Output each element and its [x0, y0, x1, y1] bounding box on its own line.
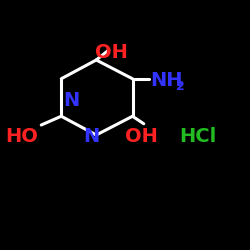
- Text: 2: 2: [176, 80, 185, 93]
- Text: HCl: HCl: [179, 127, 216, 146]
- Text: NH: NH: [150, 70, 182, 90]
- Text: N: N: [83, 127, 100, 146]
- Text: OH: OH: [125, 127, 158, 146]
- Text: HO: HO: [5, 127, 38, 146]
- Text: OH: OH: [95, 43, 128, 62]
- Text: N: N: [63, 90, 80, 110]
